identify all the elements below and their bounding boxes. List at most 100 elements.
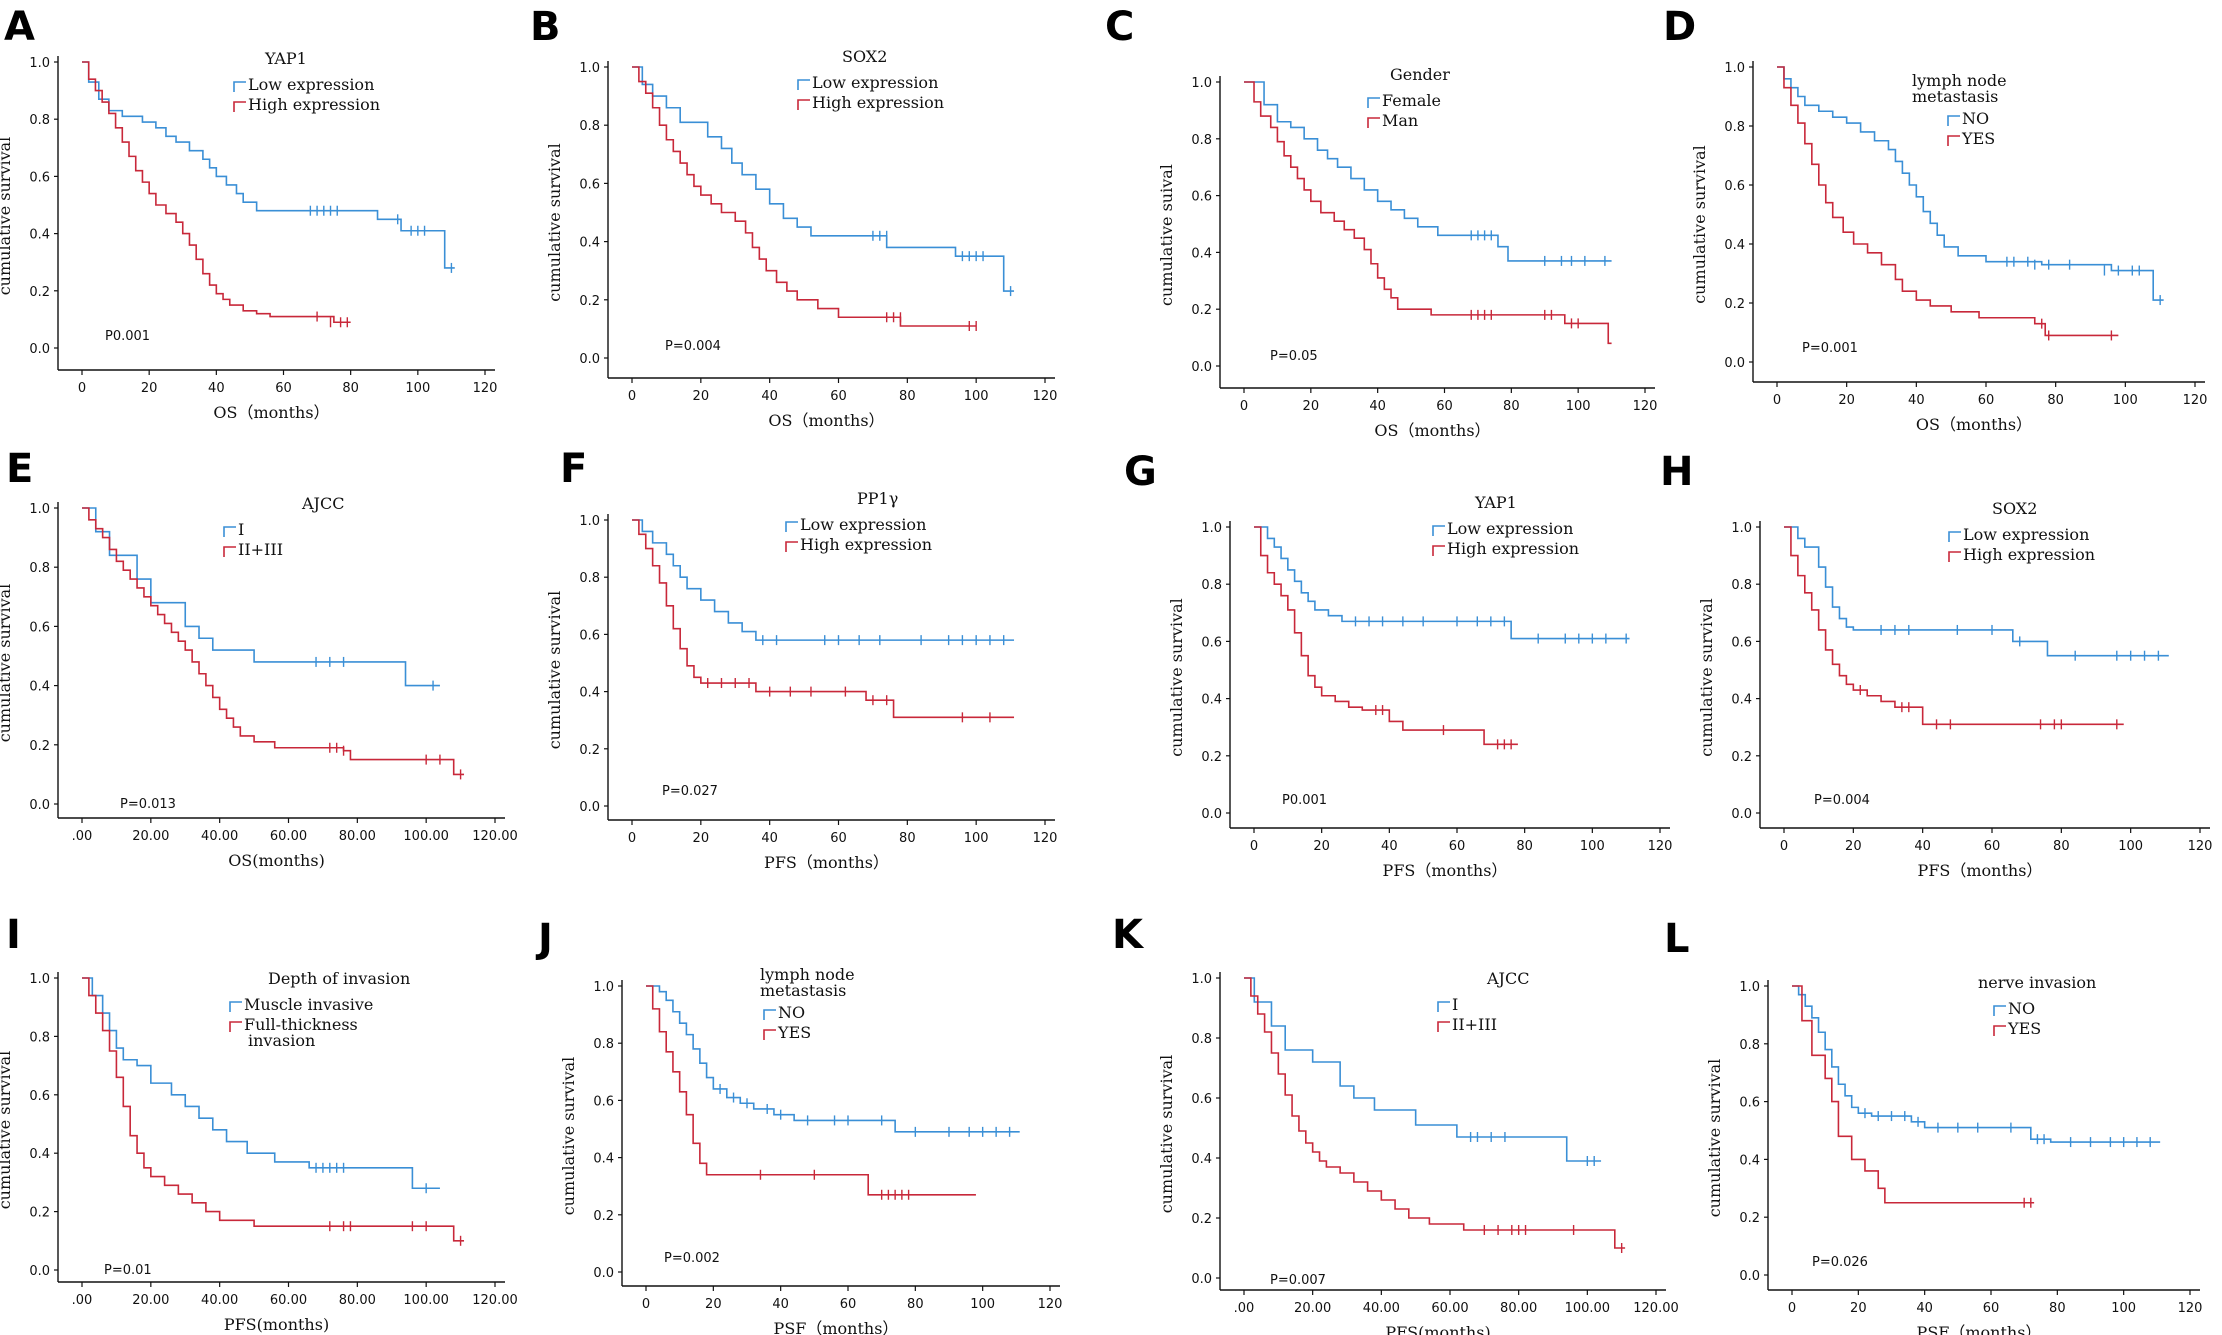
x-tick-label: 100: [405, 381, 430, 396]
legend-swatch: [763, 1009, 776, 1020]
x-tick-label: 40: [761, 389, 778, 404]
x-tick-label: 20: [1850, 1301, 1867, 1316]
legend-title: metastasis: [760, 981, 846, 1000]
p-value: P=0.002: [664, 1251, 720, 1266]
x-tick-label: 100: [970, 1297, 995, 1312]
y-tick-label: 1.0: [1201, 521, 1222, 536]
legend-title: AJCC: [301, 494, 344, 513]
y-tick-label: 0.2: [29, 739, 50, 754]
y-tick-label: 0.6: [579, 177, 600, 192]
y-tick-label: 1.0: [579, 514, 600, 529]
x-tick-label: 60: [1449, 839, 1466, 854]
x-tick-label: 60: [1983, 1301, 2000, 1316]
x-tick-label: 80.00: [339, 1293, 376, 1308]
p-value: P0.001: [1282, 793, 1327, 808]
x-tick-label: 80: [1516, 839, 1533, 854]
panel-f: F 0.0 0.2 0.4 0.6 0.8 1.0 0 20 40 60 80 100 120 PFS（mo…: [545, 446, 1057, 872]
x-tick-label: 120: [1033, 831, 1058, 846]
km-curve-blue: [1784, 526, 2169, 657]
legend-entry: High expression: [1447, 539, 1579, 558]
y-tick-label: 0.0: [579, 352, 600, 367]
p-value: P0.001: [105, 329, 150, 344]
km-curve-blue: [1792, 985, 2161, 1143]
legend-swatch: [797, 79, 810, 90]
y-tick-label: 0.6: [1739, 1096, 1760, 1111]
x-tick-label: 40: [761, 831, 778, 846]
y-tick-label: 0.4: [1739, 1153, 1760, 1168]
legend-entry: Low expression: [800, 515, 926, 534]
y-axis-title: cumulative survival: [545, 143, 564, 302]
x-tick-label: 80: [342, 381, 359, 396]
x-tick-label: 100: [1580, 839, 1605, 854]
y-tick-label: 0.2: [1191, 303, 1212, 318]
y-tick-label: 0.8: [579, 119, 600, 134]
panel-label: A: [4, 4, 35, 50]
y-tick-label: 0.4: [579, 236, 600, 251]
y-tick-label: 0.2: [29, 1206, 50, 1221]
x-tick-label: .00: [72, 1293, 93, 1308]
x-tick-label: 60: [840, 1297, 857, 1312]
y-tick-label: 0.0: [593, 1266, 614, 1281]
y-tick-label: 0.0: [1191, 1272, 1212, 1287]
p-value: P=0.026: [1812, 1255, 1868, 1270]
p-value: P=0.05: [1270, 349, 1318, 364]
x-tick-label: 100: [2118, 839, 2143, 854]
y-tick-label: 0.2: [1201, 750, 1222, 765]
y-tick-label: 0.6: [1191, 190, 1212, 205]
legend-swatch: [229, 1021, 242, 1032]
x-tick-label: 100.00: [403, 1293, 449, 1308]
legend-swatch: [763, 1029, 776, 1040]
x-tick-label: 120: [1648, 839, 1673, 854]
x-tick-label: 120: [473, 381, 498, 396]
y-tick-label: 0.4: [1724, 238, 1745, 253]
km-curve-blue: [1244, 81, 1612, 262]
panel-label: I: [6, 912, 21, 958]
x-tick-label: 100.00: [1565, 1301, 1611, 1316]
x-tick-label: 20: [705, 1297, 722, 1312]
panel-b: B 0.0 0.2 0.4 0.6 0.8 1.0 0 20 40 60 80 100 120 OS（mon…: [530, 4, 1057, 430]
legend-entry: Low expression: [1447, 519, 1573, 538]
x-tick-label: 40: [1914, 839, 1931, 854]
y-tick-label: 1.0: [1739, 980, 1760, 995]
panel-a: A 0.0 0.2 0.4 0.6 0.8 1.0 0 20 40 60 80 100 120 OS（mon…: [0, 4, 497, 422]
legend-entry: Muscle invasive: [244, 995, 373, 1014]
x-tick-label: 0: [1250, 839, 1258, 854]
x-tick-label: 20: [141, 381, 158, 396]
panel-label: C: [1105, 4, 1134, 50]
y-tick-label: 0.8: [29, 1030, 50, 1045]
x-tick-label: 100: [964, 831, 989, 846]
y-axis-title: cumulative survival: [1157, 1055, 1176, 1214]
legend-entry: Low expression: [248, 75, 374, 94]
y-tick-label: 0.4: [1201, 693, 1222, 708]
x-tick-label: 40.00: [1363, 1301, 1400, 1316]
panel-label: F: [560, 446, 587, 492]
y-tick-label: 0.6: [29, 1089, 50, 1104]
legend-swatch: [1948, 531, 1961, 542]
x-tick-label: 0: [1773, 393, 1781, 408]
legend-swatch: [1432, 525, 1445, 536]
legend-swatch: [785, 521, 798, 532]
panel-label: H: [1660, 449, 1693, 495]
x-tick-label: 60.00: [1431, 1301, 1468, 1316]
y-tick-label: 1.0: [29, 972, 50, 987]
y-axis-title: cumulative survival: [559, 1057, 578, 1216]
x-tick-label: 60: [275, 381, 292, 396]
legend-title: lymph node: [760, 965, 855, 984]
km-curve-red: [1792, 985, 2035, 1204]
legend-title: PP1γ: [857, 489, 898, 508]
x-axis-title: OS（months）: [213, 403, 329, 422]
legend-entry: YES: [2007, 1019, 2041, 1038]
y-tick-label: 0.2: [29, 285, 50, 300]
km-curve-blue: [1254, 526, 1630, 640]
x-tick-label: 80: [907, 1297, 924, 1312]
legend-entry: YES: [777, 1023, 811, 1042]
legend-swatch: [1437, 1001, 1450, 1012]
km-curve-blue: [82, 507, 440, 687]
x-tick-label: 20: [1838, 393, 1855, 408]
km-curve-blue: [632, 66, 1015, 292]
y-tick-label: 1.0: [1724, 61, 1745, 76]
y-tick-label: 1.0: [579, 61, 600, 76]
x-axis-title: PSF（months）: [1917, 1323, 2042, 1335]
panel-label: E: [6, 446, 33, 492]
